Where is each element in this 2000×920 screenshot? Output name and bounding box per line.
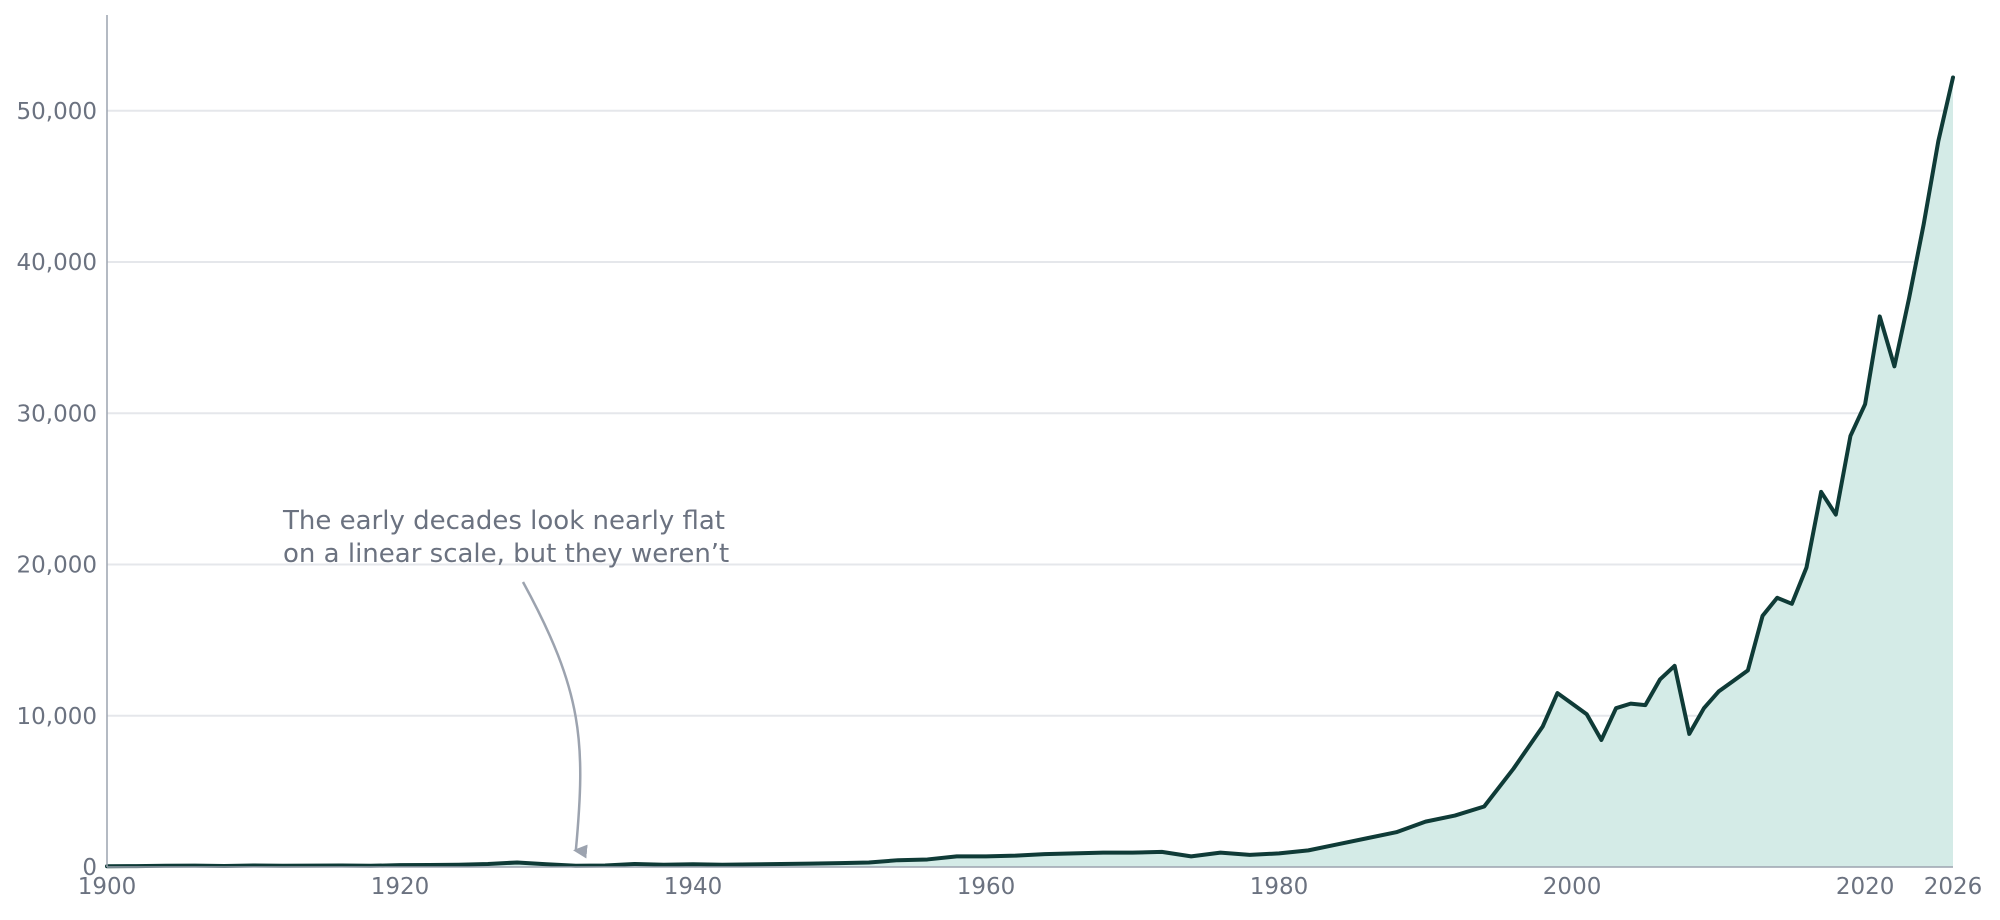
x-tick-label: 2020	[1836, 874, 1895, 900]
y-tick-label: 10,000	[17, 704, 97, 730]
axes: 0 10,000 20,000 30,000 40,000 50,000 1900 1920 1…	[17, 15, 1983, 900]
y-tick-label: 0	[82, 855, 97, 881]
x-tick-label: 1980	[1250, 874, 1309, 900]
series-line	[105, 75, 1955, 869]
annotation: The early decades look nearly flat on a …	[282, 506, 729, 859]
y-tick-label: 40,000	[17, 250, 97, 276]
annotation-text-line-1: The early decades look nearly flat	[282, 506, 725, 536]
annotation-arrow	[521, 581, 588, 859]
y-tick-label: 20,000	[17, 553, 97, 579]
x-tick-label: 1940	[664, 874, 723, 900]
x-tick-label: 1920	[371, 874, 430, 900]
x-tick-label: 1960	[957, 874, 1016, 900]
x-tick-label: 1900	[78, 874, 137, 900]
y-tick-label: 50,000	[17, 99, 97, 125]
annotation-text-line-2: on a linear scale, but they weren’t	[283, 539, 729, 569]
x-tick-label: 2000	[1543, 874, 1602, 900]
y-tick-label: 30,000	[17, 401, 97, 427]
x-tick-label: 2026	[1924, 874, 1983, 900]
area-fill-path	[107, 77, 1953, 868]
gridlines	[107, 109, 1953, 717]
series-line-path	[105, 75, 1955, 869]
area-fill	[107, 77, 1953, 868]
